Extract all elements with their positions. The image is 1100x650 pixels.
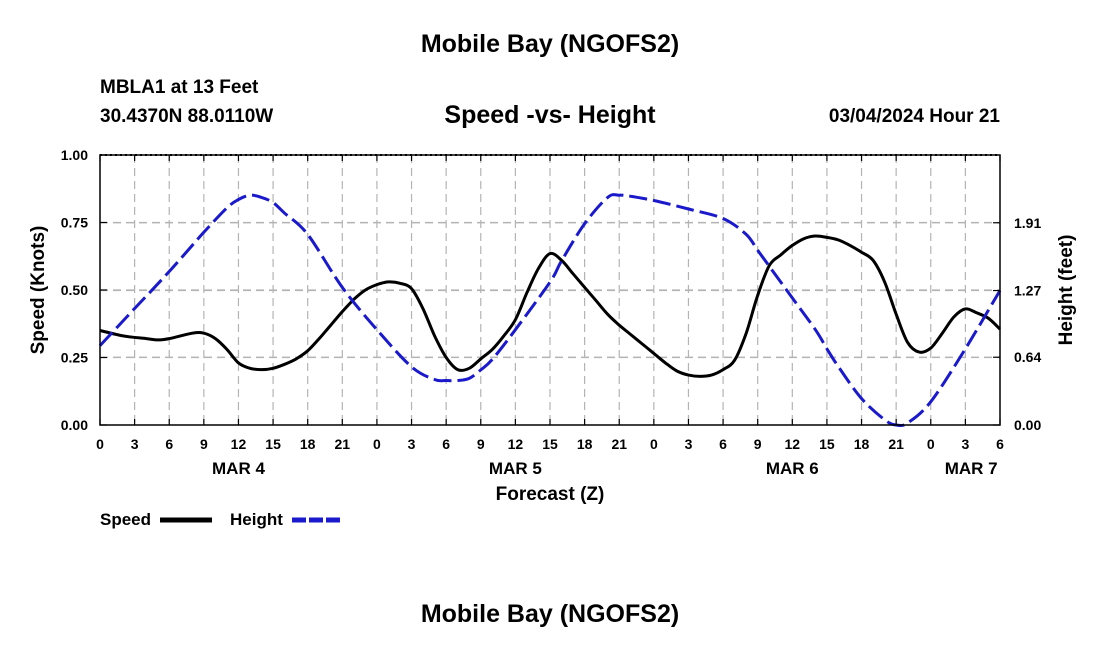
day-label: MAR 7: [945, 459, 998, 478]
y2-tick-label: 0.00: [1014, 417, 1041, 433]
legend-height-label: Height: [230, 510, 283, 529]
x-tick-label: 9: [200, 436, 208, 452]
x-tick-label: 9: [754, 436, 762, 452]
x-tick-label: 0: [96, 436, 104, 452]
station-coords: 30.4370N 88.0110W: [100, 106, 274, 127]
x-tick-label: 9: [477, 436, 485, 452]
x-tick-label: 18: [300, 436, 316, 452]
x-tick-label: 0: [373, 436, 381, 452]
x-tick-label: 6: [165, 436, 173, 452]
x-tick-label: 3: [408, 436, 416, 452]
x-tick-label: 3: [961, 436, 969, 452]
y2-tick-label: 1.91: [1014, 215, 1041, 231]
legend-speed-label: Speed: [100, 510, 151, 529]
x-tick-label: 0: [927, 436, 935, 452]
x-tick-label: 6: [719, 436, 727, 452]
x-tick-label: 3: [685, 436, 693, 452]
x-tick-label: 18: [854, 436, 870, 452]
x-tick-label: 6: [996, 436, 1004, 452]
x-tick-label: 12: [231, 436, 247, 452]
x-tick-label: 18: [577, 436, 593, 452]
y-tick-label: 0.00: [61, 417, 88, 433]
x-tick-label: 21: [888, 436, 904, 452]
x-tick-label: 0: [650, 436, 658, 452]
y2-tick-label: 0.64: [1014, 349, 1041, 365]
forecast-datetime: 03/04/2024 Hour 21: [828, 106, 1000, 127]
day-label: MAR 5: [489, 459, 542, 478]
grid: [100, 155, 1000, 425]
x-tick-label: 12: [508, 436, 524, 452]
y2-axis-label: Height (feet): [1056, 235, 1077, 346]
y-tick-label: 1.00: [61, 147, 88, 163]
day-label: MAR 4: [212, 459, 265, 478]
page-title-top: Mobile Bay (NGOFS2): [420, 30, 680, 58]
ticks: 0 3 6 9 12 15 18 21 0 3 6 9 12 15 18 21 0 3 6 9 12 15 18 21 0 3 60…: [61, 147, 1042, 478]
x-tick-label: 3: [131, 436, 139, 452]
y-tick-label: 0.75: [61, 215, 88, 231]
y-axis-label: Speed (Knots): [28, 226, 49, 355]
page-title-bottom: Mobile Bay (NGOFS2): [420, 600, 680, 628]
y-tick-label: 0.25: [61, 350, 88, 366]
series-layer: [98, 193, 1002, 428]
day-label: MAR 6: [766, 459, 819, 478]
x-tick-label: 6: [442, 436, 450, 452]
station-label: MBLA1 at 13 Feet: [100, 77, 259, 98]
x-axis-label: Forecast (Z): [496, 484, 605, 505]
legend: Speed Height: [100, 510, 342, 529]
x-tick-label: 15: [265, 436, 281, 452]
y-tick-label: 0.50: [61, 282, 88, 298]
x-tick-label: 15: [819, 436, 835, 452]
y2-tick-label: 1.27: [1014, 283, 1041, 299]
x-tick-label: 21: [335, 436, 351, 452]
x-tick-label: 15: [542, 436, 558, 452]
x-tick-label: 12: [785, 436, 801, 452]
x-tick-label: 21: [611, 436, 627, 452]
series-height-line: [98, 193, 1002, 428]
series-speed-line: [99, 234, 1002, 378]
chart-title: Speed -vs- Height: [444, 101, 656, 129]
